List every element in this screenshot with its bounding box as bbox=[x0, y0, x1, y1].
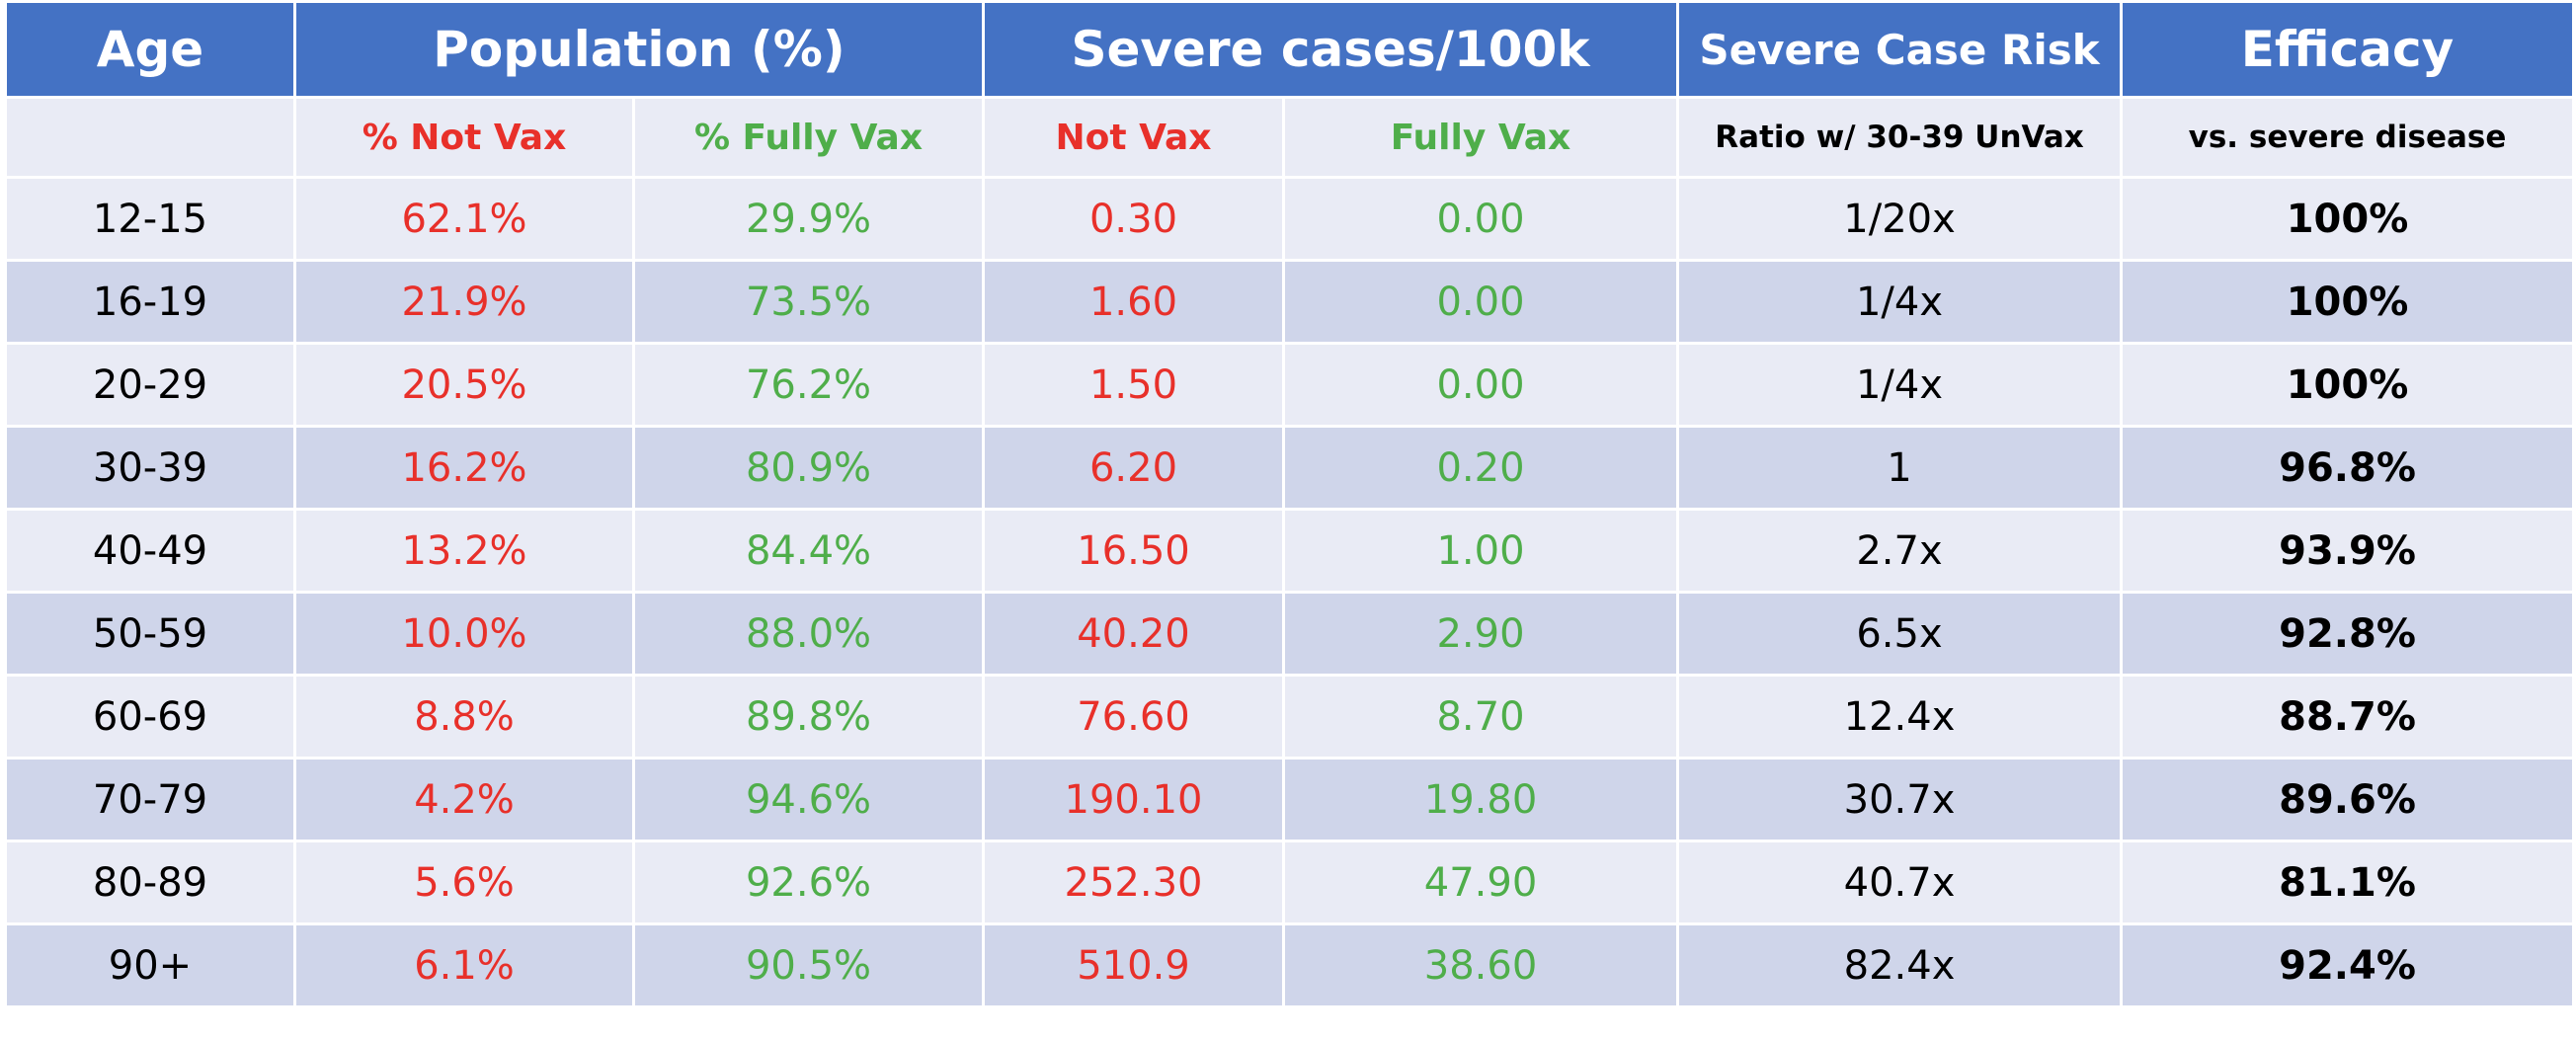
table-cell: 13.2% bbox=[293, 508, 635, 594]
table-cell: 1/20x bbox=[1676, 176, 2124, 262]
header-cell: Population (%) bbox=[293, 0, 985, 99]
table-cell: 21.9% bbox=[293, 259, 635, 345]
subheader-cell: Not Vax bbox=[982, 96, 1285, 179]
table-row: 40-49 13.2% 84.4% 16.50 1.00 2.7x 93.9% bbox=[4, 508, 2576, 594]
table-cell: 92.8% bbox=[2120, 591, 2576, 677]
table-cell: 89.8% bbox=[632, 674, 985, 760]
table-cell: 190.10 bbox=[982, 757, 1285, 842]
table-cell: 1.00 bbox=[1281, 508, 1680, 594]
table-cell: 47.90 bbox=[1281, 840, 1680, 925]
table-cell: 8.70 bbox=[1281, 674, 1680, 760]
table-cell: 1 bbox=[1676, 425, 2124, 511]
table-cell: 2.90 bbox=[1281, 591, 1680, 677]
table-cell: 92.6% bbox=[632, 840, 985, 925]
table-cell: 40.7x bbox=[1676, 840, 2124, 925]
table-cell: 40.20 bbox=[982, 591, 1285, 677]
table-cell: 62.1% bbox=[293, 176, 635, 262]
table-cell: 90+ bbox=[4, 922, 296, 1008]
table-cell: 60-69 bbox=[4, 674, 296, 760]
table-cell: 19.80 bbox=[1281, 757, 1680, 842]
table-cell: 6.20 bbox=[982, 425, 1285, 511]
header-cell: Age bbox=[4, 0, 296, 99]
table-row: 30-39 16.2% 80.9% 6.20 0.20 1 96.8% bbox=[4, 425, 2576, 511]
header-row: Age Population (%) Severe cases/100k Sev… bbox=[4, 0, 2576, 99]
header-cell: Severe Case Risk bbox=[1676, 0, 2124, 99]
table-cell: 82.4x bbox=[1676, 922, 2124, 1008]
table-cell: 0.30 bbox=[982, 176, 1285, 262]
table-cell: 252.30 bbox=[982, 840, 1285, 925]
table-cell: 93.9% bbox=[2120, 508, 2576, 594]
table-cell: 30-39 bbox=[4, 425, 296, 511]
table-cell: 510.9 bbox=[982, 922, 1285, 1008]
table-cell: 1.50 bbox=[982, 342, 1285, 428]
header-cell: Severe cases/100k bbox=[981, 0, 1680, 99]
table-cell: 30.7x bbox=[1676, 757, 2124, 842]
table-cell: 16-19 bbox=[4, 259, 296, 345]
table-cell: 80.9% bbox=[632, 425, 985, 511]
table-row: 70-79 4.2% 94.6% 190.10 19.80 30.7x 89.6% bbox=[4, 757, 2576, 842]
table-body: 12-15 62.1% 29.9% 0.30 0.00 1/20x 100% 16-19 21.… bbox=[4, 176, 2576, 1008]
table-row: 12-15 62.1% 29.9% 0.30 0.00 1/20x 100% bbox=[4, 176, 2576, 262]
table-cell: 16.2% bbox=[293, 425, 635, 511]
table-cell: 29.9% bbox=[632, 176, 985, 262]
table-cell: 12.4x bbox=[1676, 674, 2124, 760]
table-cell: 96.8% bbox=[2120, 425, 2576, 511]
table-cell: 92.4% bbox=[2120, 922, 2576, 1008]
table-cell: 1/4x bbox=[1676, 342, 2124, 428]
table-row: 60-69 8.8% 89.8% 76.60 8.70 12.4x 88.7% bbox=[4, 674, 2576, 760]
table-cell: 90.5% bbox=[632, 922, 985, 1008]
subheader-cell: Ratio w/ 30-39 UnVax bbox=[1676, 96, 2124, 179]
table-cell: 5.6% bbox=[293, 840, 635, 925]
table-cell: 40-49 bbox=[4, 508, 296, 594]
table-cell: 20-29 bbox=[4, 342, 296, 428]
table-cell: 100% bbox=[2120, 342, 2576, 428]
header-cell: Efficacy bbox=[2120, 0, 2576, 99]
table-cell: 100% bbox=[2120, 259, 2576, 345]
table-cell: 10.0% bbox=[293, 591, 635, 677]
table-cell: 1.60 bbox=[982, 259, 1285, 345]
table-cell: 50-59 bbox=[4, 591, 296, 677]
table-row: 50-59 10.0% 88.0% 40.20 2.90 6.5x 92.8% bbox=[4, 591, 2576, 677]
table-cell: 94.6% bbox=[632, 757, 985, 842]
table-cell: 16.50 bbox=[982, 508, 1285, 594]
table-cell: 20.5% bbox=[293, 342, 635, 428]
table-cell: 73.5% bbox=[632, 259, 985, 345]
table-cell: 6.5x bbox=[1676, 591, 2124, 677]
subheader-cell bbox=[4, 96, 296, 179]
table-cell: 0.00 bbox=[1281, 176, 1680, 262]
table-cell: 100% bbox=[2120, 176, 2576, 262]
table-cell: 88.7% bbox=[2120, 674, 2576, 760]
table-cell: 76.2% bbox=[632, 342, 985, 428]
subheader-cell: % Fully Vax bbox=[632, 96, 985, 179]
table-cell: 70-79 bbox=[4, 757, 296, 842]
subheader-cell: Fully Vax bbox=[1281, 96, 1680, 179]
table-cell: 2.7x bbox=[1676, 508, 2124, 594]
table-cell: 0.00 bbox=[1281, 259, 1680, 345]
table-cell: 12-15 bbox=[4, 176, 296, 262]
table-cell: 89.6% bbox=[2120, 757, 2576, 842]
table-cell: 1/4x bbox=[1676, 259, 2124, 345]
table-cell: 38.60 bbox=[1281, 922, 1680, 1008]
table-cell: 6.1% bbox=[293, 922, 635, 1008]
subheader-cell: vs. severe disease bbox=[2120, 96, 2576, 179]
table-cell: 4.2% bbox=[293, 757, 635, 842]
table-cell: 81.1% bbox=[2120, 840, 2576, 925]
subheader-row: % Not Vax % Fully Vax Not Vax Fully Vax … bbox=[4, 96, 2576, 179]
table-cell: 80-89 bbox=[4, 840, 296, 925]
data-table: Age Population (%) Severe cases/100k Sev… bbox=[4, 0, 2576, 1008]
table-cell: 0.20 bbox=[1281, 425, 1680, 511]
table-row: 16-19 21.9% 73.5% 1.60 0.00 1/4x 100% bbox=[4, 259, 2576, 345]
table-cell: 8.8% bbox=[293, 674, 635, 760]
table-row: 90+ 6.1% 90.5% 510.9 38.60 82.4x 92.4% bbox=[4, 922, 2576, 1008]
table-row: 80-89 5.6% 92.6% 252.30 47.90 40.7x 81.1% bbox=[4, 840, 2576, 925]
subheader-cell: % Not Vax bbox=[293, 96, 635, 179]
table-cell: 88.0% bbox=[632, 591, 985, 677]
table-cell: 0.00 bbox=[1281, 342, 1680, 428]
table-cell: 76.60 bbox=[982, 674, 1285, 760]
table-cell: 84.4% bbox=[632, 508, 985, 594]
table-row: 20-29 20.5% 76.2% 1.50 0.00 1/4x 100% bbox=[4, 342, 2576, 428]
